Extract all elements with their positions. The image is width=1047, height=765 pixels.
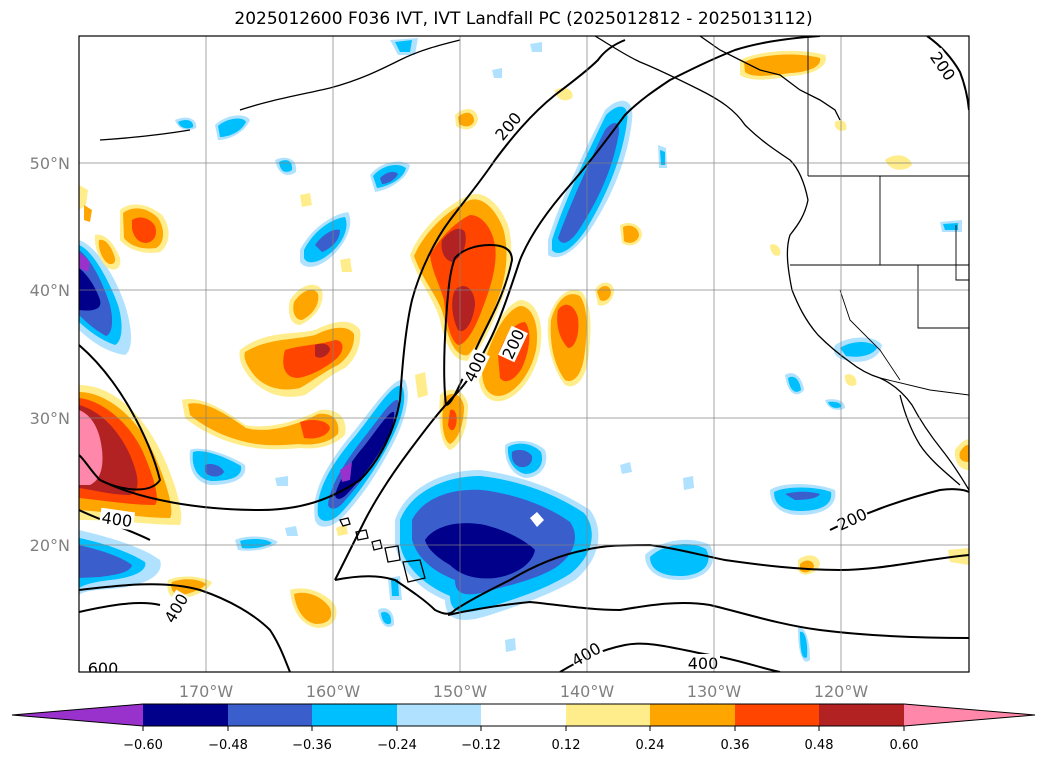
lon-label-150w: 150°W: [433, 682, 488, 701]
lat-labels: 50°N 40°N 30°N 20°N: [30, 154, 70, 555]
political-borders: [790, 36, 969, 396]
colorbar-tick-2: −0.48: [208, 738, 248, 753]
lon-label-120w: 120°W: [814, 682, 869, 701]
colorbar-tick-6: 0.12: [552, 738, 581, 753]
lat-label-50n: 50°N: [30, 154, 70, 173]
lon-label-130w: 130°W: [687, 682, 742, 701]
colorbar-tick-8: 0.36: [721, 738, 750, 753]
colorbar-bin-2: [228, 704, 312, 726]
gridlines: [79, 36, 969, 672]
colorbar-tick-3: −0.36: [292, 738, 332, 753]
lon-labels: 170°W 160°W 150°W 140°W 130°W 120°W: [179, 682, 869, 701]
colorbar-bin-5: [481, 704, 566, 726]
lon-label-140w: 140°W: [560, 682, 615, 701]
colorbar-tick-7: 0.24: [636, 738, 665, 753]
colorbar-under: [12, 704, 143, 726]
hawaii-islands: [339, 517, 426, 583]
colorbar: −0.60 −0.48 −0.36 −0.24 −0.12 0.12 0.24 …: [11, 703, 1036, 753]
colorbar-tick-4: −0.24: [377, 738, 417, 753]
lat-label-40n: 40°N: [30, 281, 70, 300]
colorbar-bin-9: [819, 704, 904, 726]
lat-label-30n: 30°N: [30, 409, 70, 428]
pc-shading: [79, 38, 969, 662]
map-title: 2025012600 F036 IVT, IVT Landfall PC (20…: [234, 9, 813, 29]
contour-label-400e: 400: [688, 654, 719, 673]
colorbar-tick-5: −0.12: [461, 738, 501, 753]
colorbar-bin-7: [650, 704, 735, 726]
contour-label-600: 600: [88, 659, 119, 678]
colorbar-tick-9: 0.48: [805, 738, 834, 753]
colorbar-bin-3: [312, 704, 397, 726]
coastlines: [99, 36, 969, 491]
colorbar-bin-8: [735, 704, 819, 726]
colorbar-bin-6: [566, 704, 650, 726]
lon-label-170w: 170°W: [179, 682, 234, 701]
colorbar-tick-1: −0.60: [123, 738, 163, 753]
colorbar-bin-4: [397, 704, 481, 726]
lat-label-20n: 20°N: [30, 536, 70, 555]
colorbar-tick-10: 0.60: [890, 738, 919, 753]
colorbar-over: [904, 704, 1035, 726]
lon-label-160w: 160°W: [306, 682, 361, 701]
contour-label-400b: 400: [100, 508, 133, 531]
colorbar-bin-1: [143, 704, 228, 726]
map-frame: [78, 35, 970, 673]
